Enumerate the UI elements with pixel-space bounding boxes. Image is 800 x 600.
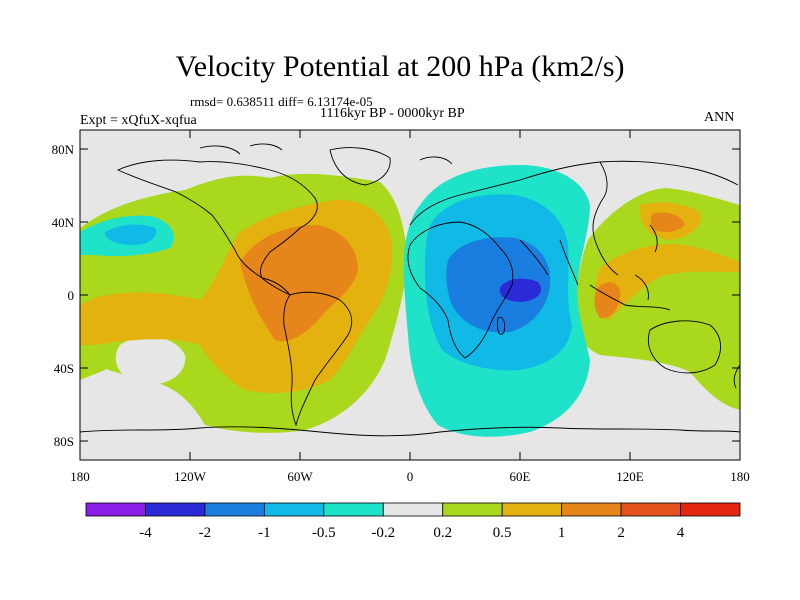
positive-core-ne-pacific	[650, 212, 685, 232]
y-tick-label: 80N	[52, 142, 75, 157]
colorbar-label: -4	[139, 525, 152, 541]
colorbar-label: 2	[617, 525, 625, 541]
positive-region-west-pacific	[573, 188, 740, 410]
positive-core-west-pacific	[594, 282, 621, 319]
coastline-south-america	[283, 291, 353, 427]
negative-region-indian-inner	[446, 237, 551, 333]
colorbar-swatch	[442, 502, 503, 517]
x-axis: 180 120W 60W 0 60E 120E 180	[70, 130, 750, 484]
colorbar-swatch	[620, 502, 681, 517]
colorbar-swatch	[145, 502, 206, 517]
colorbar-label: 4	[677, 525, 685, 541]
coastline-southeast-asia	[589, 274, 671, 311]
y-tick-label: 80S	[54, 434, 74, 449]
positive-core-americas	[240, 225, 358, 342]
coastline-greenland	[329, 147, 391, 186]
colorbar-swatch	[382, 502, 444, 517]
period-label: 1116kyr BP - 0000kyr BP	[320, 106, 465, 121]
coastline-antarctica	[80, 426, 740, 437]
positive-region-west-pacific-mid	[594, 244, 740, 320]
colorbar-swatch	[323, 502, 384, 517]
y-tick-label: 40N	[52, 215, 75, 230]
coastline-arctic-islands	[199, 143, 453, 165]
colorbar-swatch	[263, 502, 325, 517]
coastline-madagascar	[497, 316, 506, 335]
neutral-hole-south	[115, 336, 186, 385]
colorbar-swatch	[680, 502, 741, 517]
x-tick-label: 120E	[616, 469, 644, 484]
colorbar-swatch	[561, 502, 622, 517]
y-tick-label: 40S	[54, 361, 74, 376]
experiment-label: Expt = xQfuX-xqfua	[80, 113, 197, 128]
colorbar-label: 1	[558, 525, 566, 541]
season-label: ANN	[704, 110, 735, 125]
x-tick-label: 180	[70, 469, 90, 484]
page-title: Velocity Potential at 200 hPa (km2/s)	[175, 50, 625, 83]
x-tick-label: 60W	[287, 469, 313, 484]
coastline-japan	[649, 224, 658, 253]
x-tick-label: 180	[730, 469, 750, 484]
coastline-eurasia	[409, 160, 739, 286]
colorbar-swatch	[85, 502, 146, 517]
coastline-australia	[647, 320, 721, 374]
coastline-new-zealand	[733, 364, 740, 389]
colorbar-label: -1	[258, 525, 271, 541]
colorbar-label: 0.5	[493, 525, 512, 541]
negative-region-north-pacific-core	[105, 224, 157, 245]
y-tick-label: 0	[68, 288, 75, 303]
negative-core-indian	[499, 278, 542, 302]
y-axis: 80N 40N 0 40S 80S	[52, 142, 740, 449]
colorbar-label: 0.2	[433, 525, 452, 541]
colorbar-swatch	[501, 502, 563, 517]
colorbar-swatch	[204, 502, 265, 517]
colorbar-label: -0.5	[312, 525, 336, 541]
stats-line: rmsd= 0.638511 diff= 6.13174e-05	[190, 94, 373, 109]
x-tick-label: 0	[407, 469, 414, 484]
coastlines	[80, 143, 740, 437]
x-tick-label: 60E	[510, 469, 531, 484]
x-tick-label: 120W	[174, 469, 207, 484]
colorbar-label: -0.2	[371, 525, 395, 541]
contour-field	[80, 130, 740, 460]
coastline-north-america	[116, 159, 318, 296]
colorbar: -4 -2 -1 -0.5 -0.2 0.2 0.5 1 2 4	[85, 502, 741, 541]
colorbar-label: -2	[199, 525, 212, 541]
coastline-africa	[407, 221, 514, 359]
